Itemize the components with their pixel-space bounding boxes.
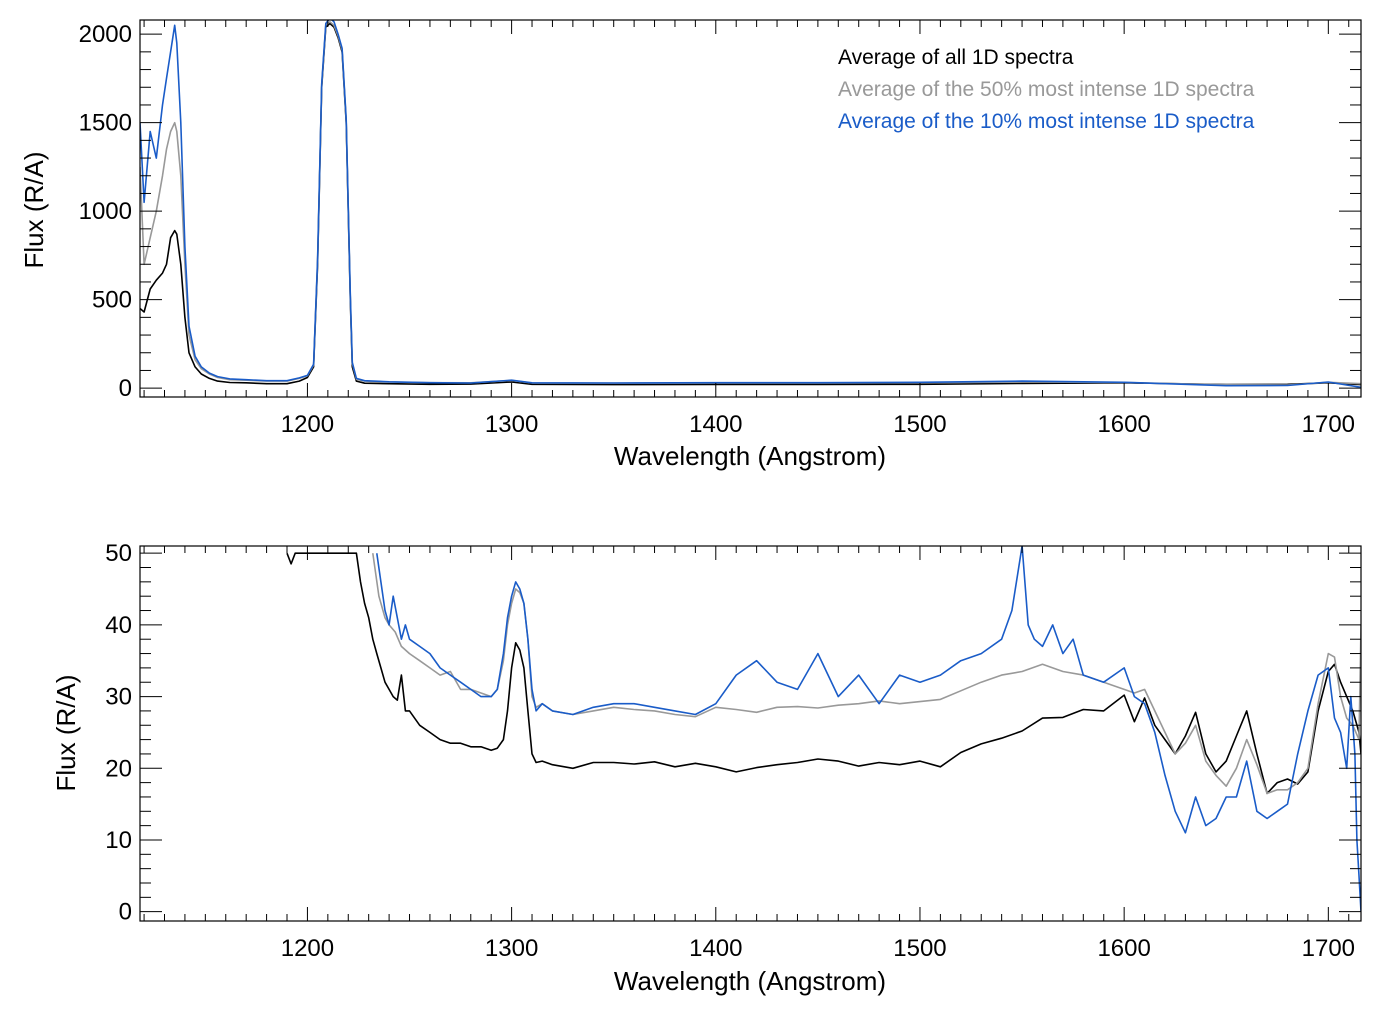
x-tick-label: 1400 <box>689 935 742 962</box>
x-tick-label: 1200 <box>281 935 334 962</box>
series-line-top10 <box>140 20 1361 389</box>
y-tick-label: 1500 <box>79 110 132 137</box>
plot-frame <box>139 545 1362 922</box>
plot-frame <box>139 19 1362 398</box>
y-tick-label: 30 <box>105 684 132 711</box>
y-tick-label: 0 <box>119 899 132 926</box>
series-line-all <box>286 552 1361 795</box>
x-tick-label: 1500 <box>893 411 946 438</box>
top-panel-axes: 1200 1300 1400 1500 1600 1700 0 500 1000 1500 2000 <box>79 19 1362 438</box>
x-tick-label: 1700 <box>1302 411 1355 438</box>
y-tick-label: 20 <box>105 755 132 782</box>
series-line-top50 <box>372 553 1361 795</box>
x-tick-label: 1500 <box>893 935 946 962</box>
x-tick-label: 1400 <box>689 411 742 438</box>
y-tick-label: 40 <box>105 612 132 639</box>
x-tick-label: 1600 <box>1097 411 1150 438</box>
y-tick-label: 1000 <box>79 198 132 225</box>
x-tick-label: 1300 <box>485 935 538 962</box>
legend-entry-top10: Average of the 10% most intense 1D spect… <box>838 110 1255 133</box>
legend: Average of all 1D spectra Average of the… <box>838 46 1255 133</box>
x-tick-label: 1600 <box>1097 935 1150 962</box>
x-tick-label: 1200 <box>281 411 334 438</box>
y-tick-label: 0 <box>119 375 132 402</box>
bottom-panel-series <box>286 546 1361 912</box>
bottom-panel-y-axis-label: Flux (R/A) <box>51 675 81 792</box>
y-tick-label: 2000 <box>79 21 132 48</box>
x-tick-label: 1700 <box>1302 935 1355 962</box>
top-panel-x-axis-label: Wavelength (Angstrom) <box>614 441 886 471</box>
bottom-panel: 1200 1300 1400 1500 1600 1700 0 10 20 30 40 50 Wave… <box>51 540 1362 996</box>
bottom-panel-x-axis-label: Wavelength (Angstrom) <box>614 966 886 996</box>
legend-entry-top50: Average of the 50% most intense 1D spect… <box>838 78 1255 101</box>
y-tick-label: 10 <box>105 827 132 854</box>
top-panel: 1200 1300 1400 1500 1600 1700 0 500 1000 1500 2000… <box>19 19 1362 471</box>
series-line-top10 <box>376 546 1361 912</box>
top-panel-y-axis-label: Flux (R/A) <box>19 152 49 269</box>
legend-entry-all: Average of all 1D spectra <box>838 46 1074 69</box>
top-panel-series <box>140 20 1361 389</box>
y-tick-label: 500 <box>92 287 132 314</box>
y-tick-label: 50 <box>105 540 132 567</box>
bottom-panel-axes: 1200 1300 1400 1500 1600 1700 0 10 20 30 40 50 <box>105 540 1362 962</box>
x-tick-label: 1300 <box>485 411 538 438</box>
